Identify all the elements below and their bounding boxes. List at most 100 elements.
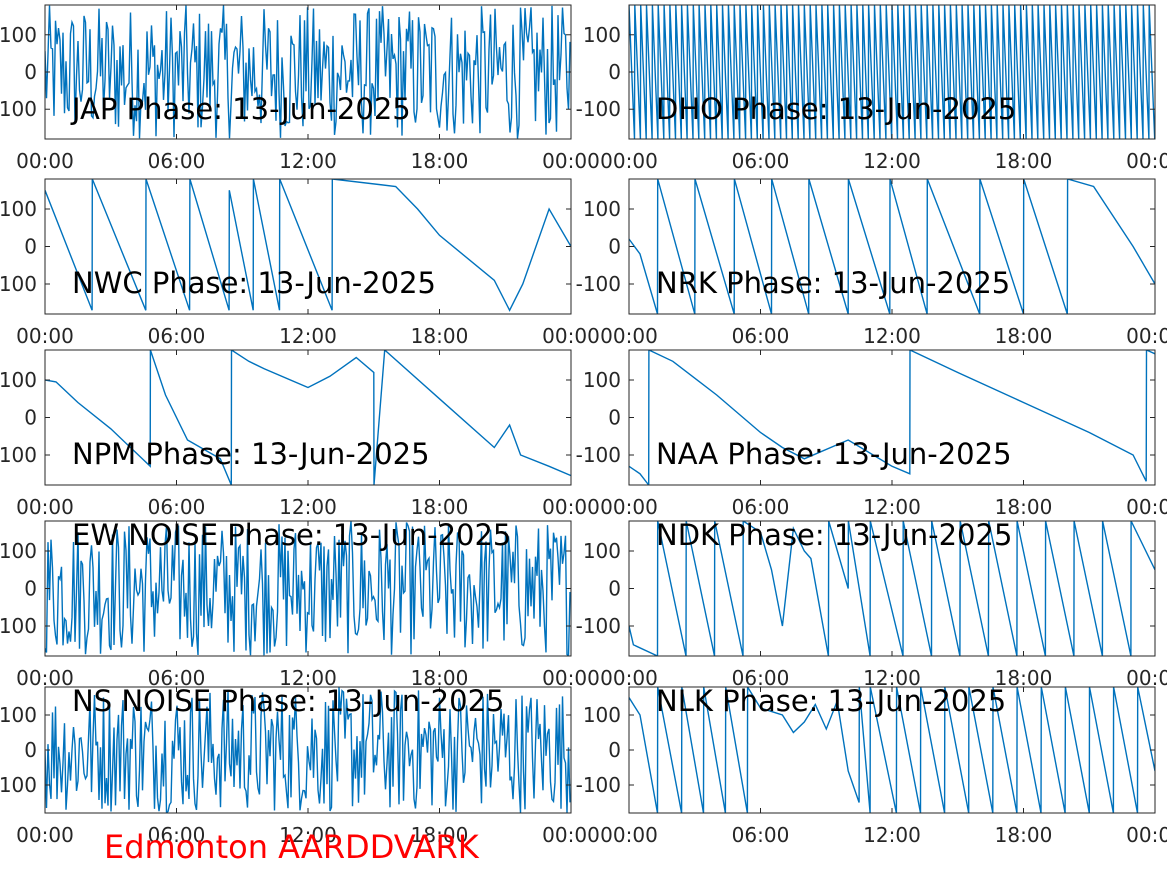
y-tick-label: 100 <box>0 443 37 467</box>
panel-title: NDK Phase: 13-Jun-2025 <box>656 518 1012 552</box>
x-tick-label: 00:00 <box>1126 324 1167 348</box>
phase-trace <box>629 350 1155 485</box>
y-tick-label: 100 <box>0 773 37 797</box>
y-tick-label: 100 <box>583 703 621 727</box>
panel-2: 00:00 06:00 12:00 18:00 00:00 100 0 100 NWC Phas… <box>0 178 600 348</box>
y-tick-label: 0 <box>24 235 37 259</box>
x-tick-label: 00:00 <box>600 495 658 519</box>
x-tick-label: 00:00 <box>600 823 658 847</box>
x-tick-label: 00:00 <box>16 149 74 173</box>
phase-trace <box>45 687 571 813</box>
phase-trace <box>629 179 1155 314</box>
phase-trace <box>629 687 1155 813</box>
x-tick-label: 06:00 <box>732 324 790 348</box>
y-tick-label: -100 <box>576 97 621 121</box>
y-tick-label: 0 <box>608 235 621 259</box>
x-tick-label: 12:00 <box>279 823 337 847</box>
footer-label: Edmonton AARDDVARK <box>104 828 479 866</box>
panel-7: 00:00 06:00 12:00 18:00 00:00 100 0 -100 NDK Pha… <box>576 518 1167 690</box>
x-tick-label: 18:00 <box>411 324 469 348</box>
y-tick-label: 0 <box>24 60 37 84</box>
x-tick-label: 00:00 <box>542 666 600 690</box>
x-tick-label: 00:00 <box>1126 495 1167 519</box>
panel-title: EW NOISE Phase: 13-Jun-2025 <box>72 518 511 552</box>
y-tick-label: 100 <box>583 23 621 47</box>
y-tick-label: 0 <box>608 406 621 430</box>
panel-title: NRK Phase: 13-Jun-2025 <box>656 266 1010 300</box>
x-tick-label: 00:00 <box>1126 149 1167 173</box>
y-tick-label: 100 <box>0 272 37 296</box>
y-tick-label: -100 <box>576 773 621 797</box>
panel-5: 00:00 06:00 12:00 18:00 00:00 100 0 -100 NAA Pha… <box>576 349 1167 519</box>
panel-title: NLK Phase: 13-Jun-2025 <box>656 684 1006 718</box>
x-tick-label: 18:00 <box>995 823 1053 847</box>
y-tick-label: -100 <box>576 614 621 638</box>
x-tick-label: 12:00 <box>279 149 337 173</box>
phase-trace <box>45 350 571 485</box>
panel-9: 00:00 06:00 12:00 18:00 00:00 100 0 -100 NLK Pha… <box>576 684 1167 847</box>
x-tick-label: 00:00 <box>16 324 74 348</box>
x-tick-label: 12:00 <box>863 495 921 519</box>
y-tick-label: -100 <box>576 443 621 467</box>
x-tick-label: 00:00 <box>1126 823 1167 847</box>
x-tick-label: 12:00 <box>863 324 921 348</box>
y-tick-label: 100 <box>0 539 37 563</box>
y-tick-label: 100 <box>0 97 37 121</box>
x-tick-label: 06:00 <box>148 149 206 173</box>
y-tick-label: 100 <box>0 703 37 727</box>
panel-3: 00:00 06:00 12:00 18:00 00:00 100 0 -100 NRK Pha… <box>576 178 1167 348</box>
y-tick-label: 100 <box>583 368 621 392</box>
x-tick-label: 00:00 <box>16 823 74 847</box>
x-tick-label: 00:00 <box>542 823 600 847</box>
x-tick-label: 00:00 <box>1126 666 1167 690</box>
y-tick-label: 0 <box>608 738 621 762</box>
x-tick-label: 00:00 <box>542 495 600 519</box>
x-tick-label: 18:00 <box>995 324 1053 348</box>
x-tick-label: 06:00 <box>732 823 790 847</box>
panel-title: NPM Phase: 13-Jun-2025 <box>72 437 430 471</box>
phase-trace <box>45 521 571 656</box>
x-tick-label: 06:00 <box>148 495 206 519</box>
x-tick-label: 18:00 <box>411 823 469 847</box>
x-tick-label: 00:00 <box>600 666 658 690</box>
panel-1: 00:00 06:00 12:00 18:00 00:00 100 0 -100 DHO Pha… <box>576 4 1167 173</box>
x-tick-label: 12:00 <box>279 495 337 519</box>
phase-trace <box>629 521 1155 656</box>
x-tick-label: 00:00 <box>600 149 658 173</box>
x-tick-label: 18:00 <box>995 495 1053 519</box>
panel-4: 00:00 06:00 12:00 18:00 00:00 100 0 100 NPM Phas… <box>0 349 600 519</box>
x-tick-label: 12:00 <box>279 324 337 348</box>
y-tick-label: 100 <box>583 539 621 563</box>
panel-0: 00:00 06:00 12:00 18:00 00:00 100 0 100 JAP Phas… <box>0 4 600 173</box>
x-tick-label: 06:00 <box>148 823 206 847</box>
x-tick-label: 06:00 <box>148 324 206 348</box>
x-tick-label: 00:00 <box>542 149 600 173</box>
x-tick-label: 12:00 <box>863 149 921 173</box>
y-tick-label: 100 <box>0 368 37 392</box>
x-tick-label: 00:00 <box>542 324 600 348</box>
x-tick-label: 12:00 <box>863 823 921 847</box>
x-tick-label: 18:00 <box>411 149 469 173</box>
x-tick-label: 00:00 <box>16 666 74 690</box>
y-tick-label: 100 <box>0 23 37 47</box>
y-tick-label: 100 <box>0 197 37 221</box>
y-tick-label: 0 <box>608 577 621 601</box>
x-tick-label: 12:00 <box>863 666 921 690</box>
y-tick-label: 100 <box>583 197 621 221</box>
panel-title: NWC Phase: 13-Jun-2025 <box>72 266 436 300</box>
x-tick-label: 18:00 <box>995 149 1053 173</box>
x-tick-label: 06:00 <box>732 495 790 519</box>
x-tick-label: 06:00 <box>732 149 790 173</box>
panel-6: 00:00 06:00 12:00 18:00 00:00 100 0 100 EW NOISE… <box>0 518 600 690</box>
panel-title: DHO Phase: 13-Jun-2025 <box>656 92 1016 126</box>
x-tick-label: 00:00 <box>600 324 658 348</box>
y-tick-label: 0 <box>24 406 37 430</box>
y-tick-label: -100 <box>576 272 621 296</box>
x-tick-label: 12:00 <box>279 666 337 690</box>
phase-trace <box>629 5 1155 139</box>
panel-title: NAA Phase: 13-Jun-2025 <box>656 437 1012 471</box>
x-tick-label: 18:00 <box>411 495 469 519</box>
y-tick-label: 100 <box>0 614 37 638</box>
x-tick-label: 00:00 <box>16 495 74 519</box>
